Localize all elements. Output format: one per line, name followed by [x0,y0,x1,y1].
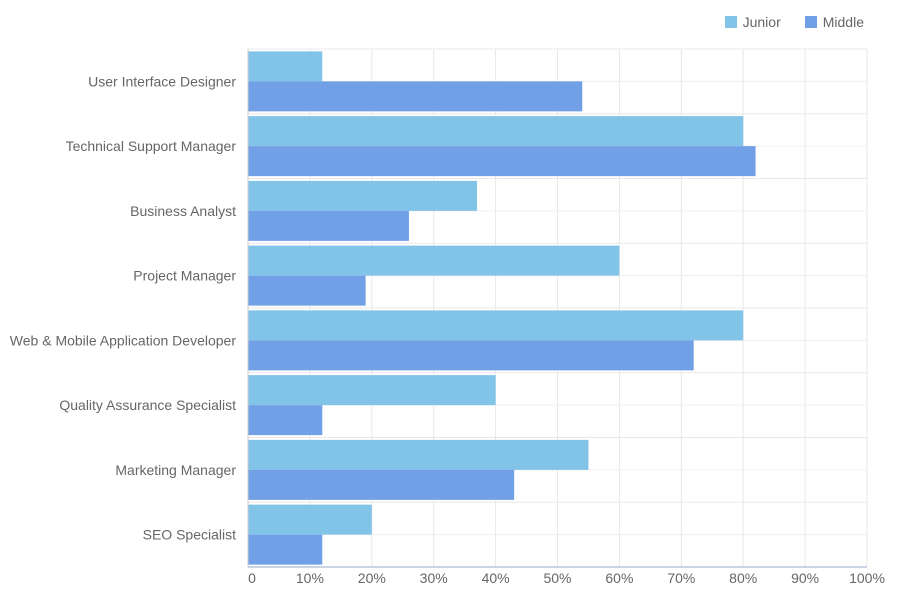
category-label: Project Manager [133,268,236,284]
category-label: Marketing Manager [115,462,236,478]
bar-junior[interactable] [248,439,589,470]
bar-middle[interactable] [248,340,694,371]
category-label: Web & Mobile Application Developer [10,332,237,348]
x-tick-label: 40% [482,570,510,586]
bar-middle[interactable] [248,210,409,241]
x-tick-label: 10% [296,570,324,586]
x-tick-label: 70% [667,570,695,586]
bar-middle[interactable] [248,275,366,306]
bar-middle[interactable] [248,81,583,112]
bar-middle[interactable] [248,405,323,436]
legend-item-middle[interactable]: Middle [804,14,864,30]
category-label: Quality Assurance Specialist [59,397,236,413]
bar-junior[interactable] [248,116,744,147]
category-label: Business Analyst [130,203,236,219]
x-tick-label: 90% [791,570,819,586]
bar-middle[interactable] [248,469,515,500]
legend-item-junior[interactable]: Junior [724,14,781,30]
x-tick-label: 0 [248,570,256,586]
category-label: Technical Support Manager [66,138,237,154]
bar-junior[interactable] [248,375,496,406]
legend-label-middle: Middle [822,14,864,30]
bar-junior[interactable] [248,504,372,535]
category-label: SEO Specialist [143,527,236,543]
bar-junior[interactable] [248,51,323,82]
legend-label-junior: Junior [742,14,781,30]
bar-middle[interactable] [248,146,756,177]
category-label: User Interface Designer [88,73,236,89]
bar-middle[interactable] [248,534,323,565]
x-tick-label: 100% [849,570,885,586]
x-tick-label: 80% [729,570,757,586]
legend-swatch-middle [804,16,817,28]
x-tick-label: 50% [543,570,571,586]
legend-swatch-junior [724,16,737,28]
x-tick-label: 60% [605,570,633,586]
bar-junior[interactable] [248,245,620,276]
bar-junior[interactable] [248,310,744,341]
x-tick-label: 30% [420,570,448,586]
legend: Junior Middle [724,14,864,30]
bar-junior[interactable] [248,180,478,211]
x-tick-label: 20% [358,570,386,586]
